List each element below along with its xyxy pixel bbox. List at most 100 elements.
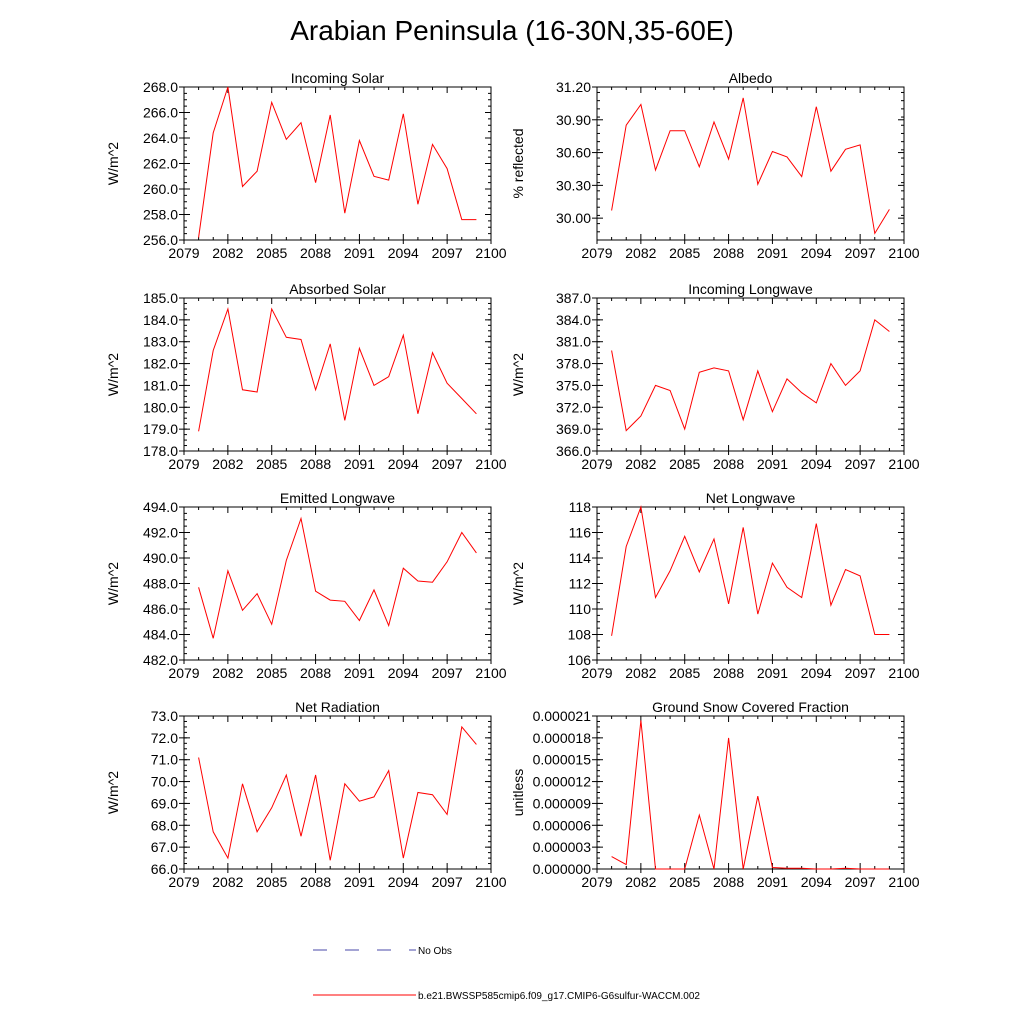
- x-tick-label: 2088: [300, 665, 331, 681]
- y-tick-label: 31.20: [556, 79, 591, 95]
- x-tick-label: 2085: [256, 874, 287, 890]
- x-tick-label: 2079: [581, 665, 612, 681]
- y-tick-label: 179.0: [143, 421, 178, 437]
- x-tick-label: 2082: [212, 245, 243, 261]
- y-tick-label: 266.0: [143, 105, 178, 121]
- x-tick-label: 2079: [168, 456, 199, 472]
- y-tick-label: 486.0: [143, 601, 178, 617]
- x-tick-label: 2100: [475, 874, 506, 890]
- x-tick-label: 2097: [845, 665, 876, 681]
- y-tick-label: 384.0: [556, 312, 591, 328]
- x-tick-label: 2091: [344, 456, 375, 472]
- legend: No Obs b.e21.BWSSP585cmip6.f09_g17.CMIP6…: [313, 946, 700, 1002]
- panel-0: Incoming Solar 2079 2082 2085 2088 2091 2094 20…: [105, 70, 507, 261]
- plot-frame: [596, 86, 905, 241]
- y-tick-label: 69.0: [151, 795, 178, 811]
- x-tick-label: 2094: [801, 245, 832, 261]
- x-tick-label: 2094: [801, 456, 832, 472]
- y-tick-label: 488.0: [143, 576, 178, 592]
- x-tick-label: 2079: [168, 245, 199, 261]
- y-tick-label: 180.0: [143, 399, 178, 415]
- y-tick-label: 258.0: [143, 207, 178, 223]
- x-tick-label: 2088: [713, 245, 744, 261]
- y-tick-label: 30.30: [556, 177, 591, 193]
- y-tick-label: 369.0: [556, 421, 591, 437]
- y-tick-label: 492.0: [143, 525, 178, 541]
- y-tick-label: 387.0: [556, 290, 591, 306]
- y-tick-label: 30.60: [556, 145, 591, 161]
- panel-1: Albedo 2079 2082 2085 2088 2091 2094 2097 2100 30…: [510, 70, 920, 261]
- x-tick-label: 2079: [581, 874, 612, 890]
- y-axis-label: W/m^2: [105, 771, 121, 814]
- series-line: [198, 725, 477, 861]
- y-tick-label: 182.0: [143, 356, 178, 372]
- x-tick-label: 2082: [625, 874, 656, 890]
- y-tick-label: 178.0: [143, 443, 178, 459]
- figure-title: Arabian Peninsula (16-30N,35-60E): [290, 15, 734, 46]
- y-tick-label: 181.0: [143, 377, 178, 393]
- y-axis-label: W/m^2: [105, 142, 121, 185]
- y-tick-label: 70.0: [151, 774, 178, 790]
- panels: Incoming Solar 2079 2082 2085 2088 2091 2094 20…: [105, 70, 920, 890]
- y-tick-label: 184.0: [143, 312, 178, 328]
- x-tick-label: 2091: [757, 245, 788, 261]
- x-tick-label: 2100: [888, 456, 919, 472]
- x-tick-label: 2094: [801, 874, 832, 890]
- y-tick-label: 66.0: [151, 861, 178, 877]
- y-tick-label: 494.0: [143, 499, 178, 515]
- y-tick-label: 484.0: [143, 627, 178, 643]
- y-tick-label: 71.0: [151, 752, 178, 768]
- legend-model-label: b.e21.BWSSP585cmip6.f09_g17.CMIP6-G6sulf…: [418, 991, 700, 1002]
- x-tick-label: 2097: [845, 456, 876, 472]
- x-tick-label: 2085: [669, 665, 700, 681]
- panel-title: Net Radiation: [295, 699, 380, 715]
- x-tick-label: 2088: [713, 665, 744, 681]
- panel-6: Net Radiation 2079 2082 2085 2088 2091 2094 209…: [105, 699, 507, 890]
- x-tick-label: 2085: [256, 456, 287, 472]
- x-tick-label: 2088: [300, 245, 331, 261]
- y-tick-label: 0.000006: [533, 817, 592, 833]
- y-tick-label: 490.0: [143, 550, 178, 566]
- x-tick-label: 2079: [581, 245, 612, 261]
- y-tick-label: 116: [569, 525, 592, 541]
- y-tick-label: 381.0: [556, 334, 591, 350]
- y-tick-label: 0.000021: [533, 708, 592, 724]
- y-tick-label: 73.0: [151, 708, 178, 724]
- y-tick-label: 110: [569, 601, 592, 617]
- legend-obs-label: No Obs: [418, 946, 452, 957]
- y-tick-label: 67.0: [151, 839, 178, 855]
- y-tick-label: 264.0: [143, 130, 178, 146]
- y-tick-label: 118: [569, 499, 592, 515]
- x-tick-label: 2082: [625, 665, 656, 681]
- x-tick-label: 2091: [344, 874, 375, 890]
- y-axis-label: % reflected: [510, 128, 526, 198]
- plot-frame: [596, 297, 905, 452]
- x-tick-label: 2091: [757, 874, 788, 890]
- y-tick-label: 108: [568, 627, 592, 643]
- x-tick-label: 2091: [344, 245, 375, 261]
- x-tick-label: 2097: [845, 245, 876, 261]
- x-tick-label: 2094: [388, 456, 419, 472]
- x-tick-label: 2100: [475, 456, 506, 472]
- x-tick-label: 2100: [888, 874, 919, 890]
- y-tick-label: 0.000015: [533, 752, 592, 768]
- x-tick-label: 2088: [713, 874, 744, 890]
- x-tick-label: 2082: [625, 456, 656, 472]
- y-axis-label: W/m^2: [105, 353, 121, 396]
- y-tick-label: 268.0: [143, 79, 178, 95]
- x-tick-label: 2097: [432, 245, 463, 261]
- y-tick-label: 0.000003: [533, 839, 592, 855]
- panel-title: Emitted Longwave: [280, 490, 395, 506]
- y-tick-label: 106: [568, 652, 592, 668]
- x-tick-label: 2100: [888, 245, 919, 261]
- y-tick-label: 68.0: [151, 817, 178, 833]
- x-tick-label: 2085: [256, 665, 287, 681]
- x-tick-label: 2079: [581, 456, 612, 472]
- x-tick-label: 2100: [475, 245, 506, 261]
- y-tick-label: 372.0: [556, 399, 591, 415]
- panel-5: Net Longwave 2079 2082 2085 2088 2091 2094 2097…: [510, 490, 920, 681]
- y-tick-label: 378.0: [556, 356, 591, 372]
- y-tick-label: 482.0: [143, 652, 178, 668]
- x-tick-label: 2082: [625, 245, 656, 261]
